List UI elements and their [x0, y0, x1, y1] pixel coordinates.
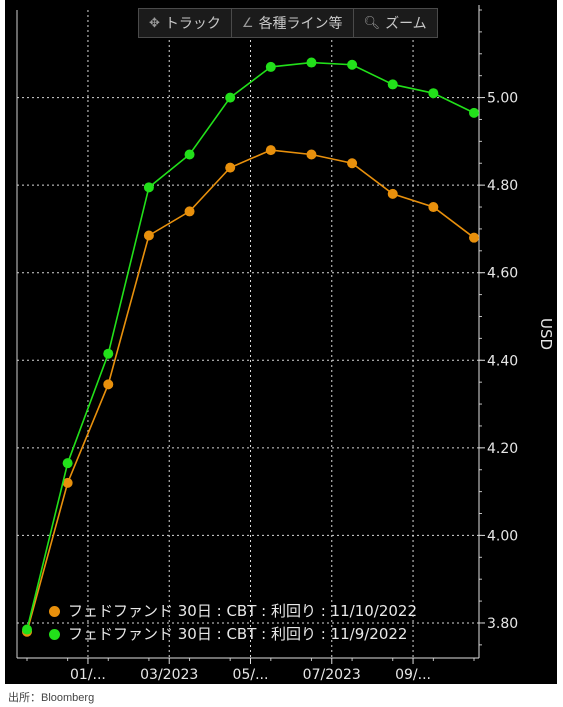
series-line-2 [26, 61, 475, 630]
zoom-label: ズーム [385, 16, 427, 32]
series-2-point [22, 624, 32, 635]
crosshair-icon: ✥ [149, 15, 160, 31]
series-2-point [469, 107, 479, 118]
series-1-point [428, 202, 439, 213]
series-2-point [62, 458, 73, 469]
y-axis-label: USD [537, 318, 555, 350]
lines-button[interactable]: ∠ 各種ライン等 [232, 9, 354, 37]
y-tick-label: 3.80 [487, 616, 518, 632]
series-2-point [347, 59, 358, 70]
series-1-point [62, 477, 73, 488]
series-1-point [306, 149, 317, 160]
y-tick-label: 5.00 [487, 91, 518, 107]
legend-item-1: フェドファンド 30日 : CBT : 利回り : 11/10/2022 [49, 600, 417, 623]
track-button[interactable]: ✥ トラック [139, 9, 232, 37]
track-label: トラック [164, 16, 221, 32]
magnifier-icon: 🔍︎ [363, 15, 381, 31]
series-2-point [387, 79, 398, 90]
lines-label: 各種ライン等 [258, 16, 343, 32]
series-1-point [265, 145, 276, 156]
series-1-point [103, 379, 114, 390]
series-2-point [225, 92, 236, 103]
series-1-point [347, 158, 358, 169]
chart-frame: 3.80 4.00 4.20 4.40 4.60 4.80 5.00 01/... 03/202… [5, 0, 557, 684]
x-tick-label: 07/2023 [303, 667, 361, 683]
series-1-point [387, 188, 398, 199]
x-tick-label: 03/2023 [140, 667, 198, 683]
series-1-point [184, 206, 195, 217]
draw-line-icon: ∠ [241, 15, 254, 31]
series-1-point [225, 162, 236, 173]
line-chart: 3.80 4.00 4.20 4.40 4.60 4.80 5.00 01/... 03/202… [16, 5, 555, 683]
legend-item-2: フェドファンド 30日 : CBT : 利回り : 11/9/2022 [49, 623, 417, 646]
series-2-point [265, 61, 276, 72]
y-tick-label: 4.20 [487, 441, 518, 457]
series-line-1 [26, 149, 475, 632]
x-tick-label: 05/... [233, 667, 269, 683]
x-tick-label: 01/... [70, 667, 106, 683]
series-2-point [143, 182, 154, 193]
series-1-point [469, 232, 479, 243]
y-tick-label: 4.00 [487, 528, 518, 544]
zoom-button[interactable]: 🔍︎ ズーム [354, 9, 437, 37]
y-tick-label: 4.40 [487, 353, 518, 369]
series-1-point [143, 230, 154, 241]
chart-legend: フェドファンド 30日 : CBT : 利回り : 11/10/2022 フェド… [49, 600, 417, 646]
series-2-point [428, 88, 439, 99]
legend-label-1: フェドファンド 30日 : CBT : 利回り : 11/10/2022 [68, 602, 418, 620]
series-2-point [306, 57, 317, 68]
series-2-point [184, 149, 195, 160]
x-tick-label: 09/... [395, 667, 431, 683]
legend-swatch-orange [49, 606, 60, 617]
source-note: 出所：Bloomberg [8, 692, 95, 704]
chart-toolbar: ✥ トラック ∠ 各種ライン等 🔍︎ ズーム [138, 8, 438, 38]
legend-label-2: フェドファンド 30日 : CBT : 利回り : 11/9/2022 [68, 625, 408, 643]
legend-swatch-green [49, 629, 60, 640]
y-tick-label: 4.80 [487, 178, 518, 194]
series-2-point [103, 348, 114, 359]
y-tick-label: 4.60 [487, 266, 518, 282]
